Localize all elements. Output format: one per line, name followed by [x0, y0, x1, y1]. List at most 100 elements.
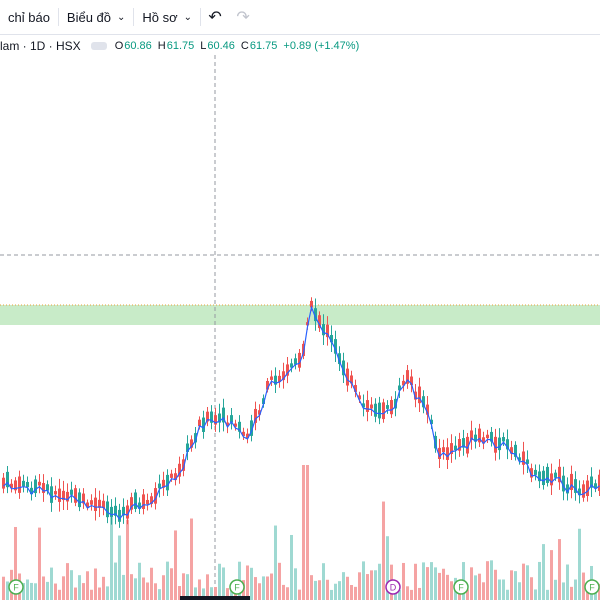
volume-bar: [170, 568, 173, 600]
volume-bar: [62, 576, 65, 600]
volume-bar: [202, 588, 205, 600]
candle-body: [102, 500, 105, 509]
volume-bar: [166, 561, 169, 600]
ohlc-legend: lam · 1D · HSX O 60.86 H 61.75 L 60.46 C…: [0, 38, 365, 54]
candle-body: [254, 408, 257, 423]
candle-body: [478, 428, 481, 443]
event-marker[interactable]: F: [8, 579, 24, 595]
volume-bar: [178, 586, 181, 600]
candle-body: [194, 433, 197, 443]
volume-bar: [354, 586, 357, 600]
volume-bar: [550, 550, 553, 600]
marker-label: F: [13, 583, 19, 593]
candle-body: [406, 370, 409, 384]
candle-body: [366, 400, 369, 412]
volume-bar: [494, 569, 497, 600]
undo-button[interactable]: ↶: [201, 0, 229, 34]
volume-bar: [482, 582, 485, 600]
candle-body: [414, 391, 417, 400]
candle-body: [42, 483, 45, 493]
candle-body: [98, 499, 101, 508]
volume-bar: [38, 527, 41, 600]
candle-body: [210, 411, 213, 423]
marker-circle: [453, 579, 469, 595]
volume-bar: [6, 581, 9, 600]
volume-bar: [538, 561, 541, 600]
event-marker[interactable]: F: [229, 579, 245, 595]
candle-body: [270, 376, 273, 380]
scroll-indicator[interactable]: [180, 596, 250, 600]
event-marker[interactable]: F: [584, 579, 600, 595]
symbol-label[interactable]: lam · 1D · HSX: [0, 39, 81, 53]
candle-body: [394, 398, 397, 409]
event-marker[interactable]: D: [385, 579, 401, 595]
volume-bar: [90, 589, 93, 600]
candle-body: [558, 466, 561, 483]
candle-body: [190, 439, 193, 448]
candle-body: [574, 479, 577, 493]
redo-button[interactable]: ↷: [229, 0, 257, 34]
event-marker[interactable]: F: [453, 579, 469, 595]
candle-body: [218, 413, 221, 423]
candle-body: [318, 315, 321, 329]
toolbar-divider: [133, 8, 135, 26]
candle-body: [482, 437, 485, 444]
candle-body: [450, 443, 453, 455]
candle-body: [226, 422, 229, 426]
candle-body: [170, 473, 173, 478]
volume-bar: [22, 583, 25, 600]
profile-menu-button[interactable]: Hồ sơ ⌄: [134, 0, 200, 34]
volume-bar: [214, 587, 217, 600]
candle-body: [282, 371, 285, 381]
candle-body: [494, 436, 497, 453]
indicators-button[interactable]: chỉ báo: [0, 0, 58, 34]
volume-bar: [554, 579, 557, 600]
volume-bar: [402, 562, 405, 600]
candle-body: [74, 488, 77, 503]
close-label: C: [240, 40, 249, 52]
volume-bar: [594, 588, 597, 600]
volume-bar: [130, 574, 133, 600]
candle-body: [142, 494, 145, 510]
candle-body: [350, 375, 353, 384]
candle-body: [334, 339, 337, 354]
candle-body: [286, 364, 289, 376]
moving-average-line: [3, 305, 600, 520]
candle-body: [150, 496, 153, 504]
candle-body: [374, 403, 377, 417]
volume-bar: [26, 579, 29, 600]
volume-bar: [382, 501, 385, 600]
volume-bar: [186, 574, 189, 600]
volume-bar: [310, 575, 313, 600]
volume-bar: [218, 563, 221, 600]
candle-body: [246, 433, 249, 439]
volume-bar: [358, 572, 361, 600]
chevron-down-icon: ⌄: [117, 11, 126, 23]
candle-body: [522, 451, 525, 465]
candle-body: [198, 419, 201, 427]
candle-body: [90, 500, 93, 505]
volume-bar: [262, 576, 265, 600]
undo-icon: ↶: [208, 9, 222, 26]
volume-bar: [230, 585, 233, 600]
volume-bar: [446, 574, 449, 600]
volume-bar: [150, 567, 153, 600]
candle-body: [454, 445, 457, 451]
volume-bar: [294, 568, 297, 600]
chart-menu-button[interactable]: Biểu đồ ⌄: [59, 0, 133, 34]
candle-body: [330, 334, 333, 343]
marker-label: F: [589, 583, 595, 593]
volume-bar: [290, 534, 293, 600]
candle-body: [118, 509, 121, 522]
volume-bar: [106, 586, 109, 600]
volume-bar: [98, 587, 101, 600]
candle-body: [182, 459, 185, 471]
candle-body: [166, 474, 169, 491]
candle-body: [466, 436, 469, 454]
volume-bar: [518, 582, 521, 600]
candle-body: [310, 300, 313, 308]
legend-toggle[interactable]: [90, 42, 107, 50]
candle-body: [186, 443, 189, 452]
volume-bar: [102, 576, 105, 600]
